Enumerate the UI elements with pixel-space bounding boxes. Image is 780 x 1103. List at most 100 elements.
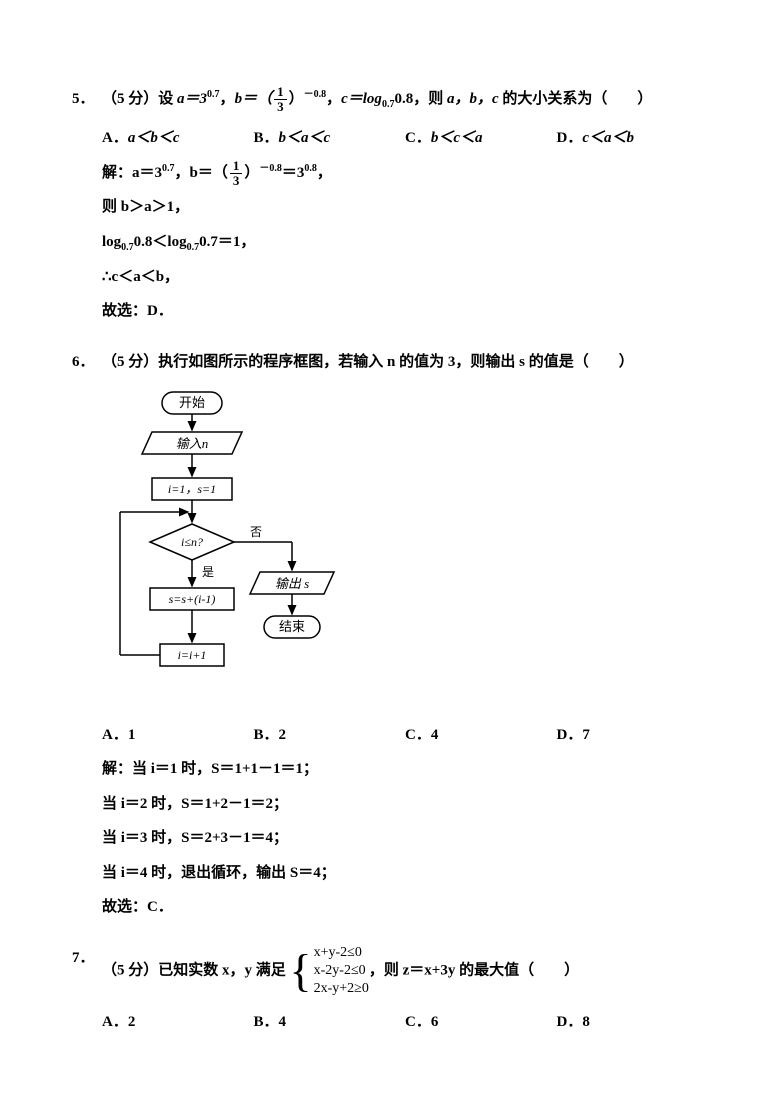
label-no: 否 [250,525,262,539]
q5-b: b＝（ [235,91,273,107]
q7-number: 7． [72,944,102,999]
q7-optC: C．6 [405,1008,557,1037]
node-cond: i≤n? [181,535,203,549]
q6-sol2: 当 i＝2 时，S＝1+2－1＝2； [72,790,708,819]
q6-optB: B．2 [254,721,406,750]
optD-body: c＜a＜b [582,130,634,146]
optA-body: a＜b＜c [128,130,180,146]
case2: x-2y-2≤0 [314,962,369,980]
frac-n: 1 [274,85,287,100]
q7-optA: A．2 [102,1008,254,1037]
flowchart: 开始 输入n i=1，s=1 i≤n? 是 否 输出 s [102,390,708,711]
s1a: 解：a＝3 [102,165,162,181]
q5-tail: 的大小关系为（ ） [502,91,652,107]
q5-s2: ， [326,91,341,107]
case3: 2x-y+2≥0 [314,980,369,998]
q5-bclose: ） [289,91,304,107]
q6-options: A．1 B．2 C．4 D．7 [72,721,708,750]
node-end: 结束 [279,619,305,634]
optB-body: b＜a＜c [279,130,331,146]
question-5: 5． （5 分）设 a＝30.7，b＝（13）－0.8，c＝log0.70.8，… [72,85,708,326]
q5-sol1: 解：a＝30.7，b＝（13）－0.8＝30.8， [72,159,708,188]
q5-optB: B．b＜a＜c [254,124,406,153]
node-inc: i=i+1 [178,648,207,662]
node-output: 输出 s [275,576,309,591]
brace-icon: {x+y-2≤0x-2y-2≤02x-y+2≥0 [290,944,369,999]
q6-sol4: 当 i＝4 时，退出循环，输出 S＝4； [72,859,708,888]
s3c: 0.7＝1， [199,234,255,250]
fn2: 1 [230,159,243,174]
q5-sol5: 故选：D． [72,297,708,326]
q7-tb: ，则 z＝x+3y 的最大值（ ） [369,962,579,978]
q6-points: （5 分） [102,354,158,370]
node-update: s=s+(i-1) [169,592,216,606]
q5-t1: 设 [158,91,177,107]
q5-options: A．a＜b＜c B．b＜a＜c C．b＜c＜a D．c＜a＜b [72,124,708,153]
q5-optC: C．b＜c＜a [405,124,557,153]
q5-bexp: －0.8 [304,89,327,100]
q6-sol1: 解：当 i＝1 时，S＝1+1－1＝1； [72,755,708,784]
case1: x+y-2≤0 [314,944,369,962]
q7-optB: B．4 [254,1008,406,1037]
optD-lbl: D． [557,130,583,146]
q6-sol5: 故选：C． [72,893,708,922]
fd2: 3 [230,174,243,188]
q6-sol3: 当 i＝3 时，S＝2+3－1＝4； [72,824,708,853]
s3sub2: 0.7 [187,242,200,253]
left-brace-icon: { [290,948,312,994]
fraction-icon: 13 [230,159,243,187]
q5-a: a＝3 [177,91,207,107]
s3sub1: 0.7 [121,242,134,253]
q5-points: （5 分） [102,91,158,107]
optC-body: b＜c＜a [431,130,483,146]
s3a: log [102,234,121,250]
s1e3: 0.8 [304,163,317,174]
q6-stem: 6． （5 分）执行如图所示的程序框图，若输入 n 的值为 3，则输出 s 的值… [72,348,708,377]
q5-s1: ， [220,91,235,107]
label-yes: 是 [202,565,214,579]
q5-sol4: ∴c＜a＜b， [72,263,708,292]
node-start: 开始 [179,395,205,410]
flowchart-svg: 开始 输入n i=1，s=1 i≤n? 是 否 输出 s [102,390,342,700]
q5-sol2: 则 b＞a＞1， [72,193,708,222]
cases: x+y-2≤0x-2y-2≤02x-y+2≥0 [314,944,369,999]
q5-body: （5 分）设 a＝30.7，b＝（13）－0.8，c＝log0.70.8，则 a… [102,85,708,114]
q6-optC: C．4 [405,721,557,750]
s1c: ） [244,165,259,181]
q6-optA: A．1 [102,721,254,750]
q7-optD: D．8 [557,1008,709,1037]
s1e: ， [317,165,332,181]
optC-lbl: C． [405,130,431,146]
s3b: 0.8＜log [134,234,187,250]
question-7: 7． （5 分）已知实数 x，y 满足 {x+y-2≤0x-2y-2≤02x-y… [72,944,708,1037]
optB-lbl: B． [254,130,279,146]
q5-sol3: log0.70.8＜log0.70.7＝1， [72,228,708,257]
q5-stem: 5． （5 分）设 a＝30.7，b＝（13）－0.8，c＝log0.70.8，… [72,85,708,114]
node-input: 输入n [176,436,209,451]
q5-optD: D．c＜a＜b [557,124,709,153]
q5-aexp: 0.7 [207,89,220,100]
question-6: 6． （5 分）执行如图所示的程序框图，若输入 n 的值为 3，则输出 s 的值… [72,348,708,922]
s1e1: 0.7 [162,163,175,174]
q5-optA: A．a＜b＜c [102,124,254,153]
optA-lbl: A． [102,130,128,146]
s1e2: －0.8 [259,163,282,174]
q6-optD: D．7 [557,721,709,750]
q5-cval: 0.8，则 [394,91,447,107]
s1d: ＝3 [282,165,305,181]
q6-number: 6． [72,348,102,377]
q7-points: （5 分） [102,962,158,978]
q5-number: 5． [72,85,102,114]
q5-abc: a，b，c [447,91,502,107]
q7-options: A．2 B．4 C．6 D．8 [72,1008,708,1037]
s1b: ，b＝（ [175,165,228,181]
node-init: i=1，s=1 [168,482,216,496]
q7-stem: 7． （5 分）已知实数 x，y 满足 {x+y-2≤0x-2y-2≤02x-y… [72,944,708,999]
q5-c: c＝log [341,91,382,107]
q7-ta: 已知实数 x，y 满足 [158,962,289,978]
q5-csub: 0.7 [382,99,395,110]
fraction-icon: 13 [274,85,287,113]
q7-body: （5 分）已知实数 x，y 满足 {x+y-2≤0x-2y-2≤02x-y+2≥… [102,944,708,999]
frac-d: 3 [274,100,287,114]
q6-text: 执行如图所示的程序框图，若输入 n 的值为 3，则输出 s 的值是（ ） [158,354,633,370]
